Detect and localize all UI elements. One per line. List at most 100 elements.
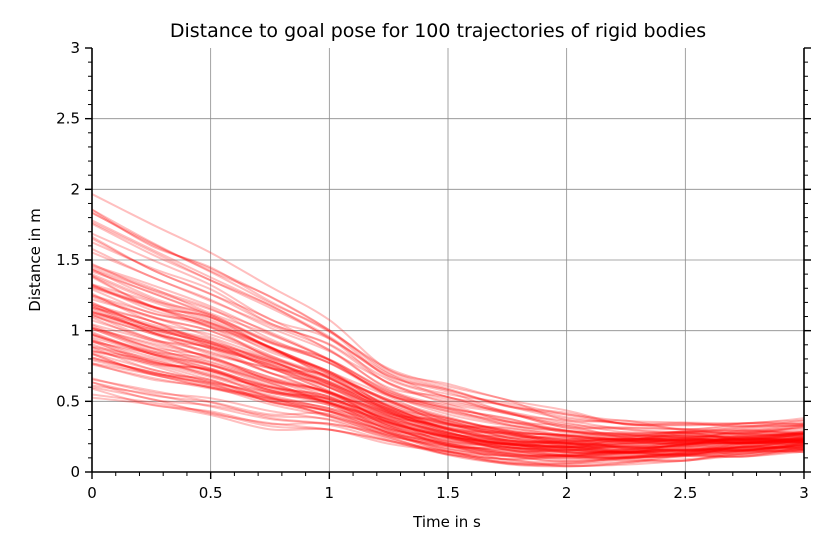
trajectory-line — [91, 334, 805, 453]
trajectory-line — [91, 288, 805, 442]
trajectory-lines — [91, 193, 805, 468]
trajectory-line — [91, 396, 805, 467]
trajectory-line — [91, 345, 805, 458]
trajectory-line — [91, 306, 805, 449]
trajectory-line — [91, 350, 805, 458]
trajectory-line — [91, 311, 805, 448]
trajectory-line — [91, 263, 805, 440]
trajectory-line — [91, 311, 805, 445]
trajectory-line — [91, 378, 805, 463]
x-tick-label: 2.5 — [673, 484, 697, 502]
trajectory-line — [91, 352, 805, 457]
y-tick-label: 1.5 — [56, 251, 80, 269]
chart-title: Distance to goal pose for 100 trajectori… — [170, 20, 706, 42]
trajectory-line — [91, 387, 805, 466]
trajectory-line — [91, 309, 805, 449]
trajectory-line — [91, 340, 805, 455]
trajectory-line — [91, 302, 805, 446]
trajectory-line — [91, 332, 805, 452]
trajectory-line — [91, 362, 805, 460]
trajectory-line — [91, 275, 805, 442]
trajectory-line — [91, 307, 805, 451]
tick-labels: 0 0.5 1 1.5 2 2.5 3 0 0.5 1 1.5 2 2.5 3 — [56, 39, 809, 502]
trajectory-line — [91, 384, 805, 466]
trajectory-line — [91, 212, 805, 427]
trajectory-line — [91, 336, 805, 454]
trajectory-line — [91, 264, 805, 439]
trajectory-line — [91, 350, 805, 455]
trajectory-line — [91, 284, 805, 441]
trajectory-line — [91, 222, 805, 433]
trajectory-line — [91, 283, 805, 441]
trajectory-line — [91, 314, 805, 447]
trajectory-line — [91, 208, 805, 431]
trajectory-line — [91, 356, 805, 464]
trajectory-line — [91, 267, 805, 442]
trajectory-line — [91, 241, 805, 435]
x-tick-label: 3 — [799, 484, 809, 502]
trajectory-line — [91, 294, 805, 446]
trajectory-line — [91, 283, 805, 441]
trajectory-line — [91, 251, 805, 438]
trajectory-line — [91, 303, 805, 446]
trajectory-line — [91, 386, 805, 468]
trajectory-line — [91, 316, 805, 449]
trajectory-line — [91, 292, 805, 445]
trajectory-line — [91, 324, 805, 453]
trajectory-line — [91, 340, 805, 455]
trajectory-line — [91, 285, 805, 443]
trajectory-line — [91, 326, 805, 449]
grid — [92, 48, 804, 472]
trajectory-line — [91, 315, 805, 451]
trajectory-line — [91, 362, 805, 460]
trajectory-line — [91, 273, 805, 441]
trajectory-line — [91, 323, 805, 451]
trajectory-line — [91, 319, 805, 454]
trajectory-line — [91, 338, 805, 456]
trajectory-line — [91, 353, 805, 459]
trajectory-line — [91, 327, 805, 453]
trajectory-line — [91, 359, 805, 459]
trajectory-line — [91, 248, 805, 436]
trajectory-line — [91, 333, 805, 454]
trajectory-line — [91, 265, 805, 438]
trajectory-line — [91, 295, 805, 443]
trajectory-line — [91, 346, 805, 458]
trajectory-line — [91, 356, 805, 457]
x-tick-label: 0.5 — [199, 484, 223, 502]
y-axis-label: Distance in m — [26, 208, 44, 311]
trajectory-line — [91, 298, 805, 446]
trajectory-line — [91, 219, 805, 427]
x-axis-label: Time in s — [412, 513, 481, 531]
trajectory-line — [91, 268, 805, 441]
trajectory-line — [91, 310, 805, 443]
trajectory-line — [91, 221, 805, 430]
trajectory-line — [91, 377, 805, 462]
trajectory-line — [91, 274, 805, 438]
trajectory-line — [91, 306, 805, 447]
y-tick-label: 0 — [70, 463, 80, 481]
trajectory-line — [91, 235, 805, 434]
x-tick-label: 1.5 — [436, 484, 460, 502]
trajectory-line — [91, 208, 805, 428]
trajectory-line — [91, 232, 805, 434]
trajectory-line — [91, 305, 805, 448]
trajectory-line — [91, 327, 805, 452]
trajectory-line — [91, 381, 805, 462]
trajectory-line — [91, 339, 805, 457]
trajectory-line — [91, 381, 805, 465]
y-tick-label: 2.5 — [56, 110, 80, 128]
trajectory-line — [91, 331, 805, 457]
trajectory-line — [91, 286, 805, 443]
trajectory-line — [91, 346, 805, 454]
trajectory-line — [91, 339, 805, 456]
trajectory-line — [91, 343, 805, 454]
trajectory-line — [91, 313, 805, 450]
trajectory-line — [91, 357, 805, 461]
trajectory-line — [91, 294, 805, 443]
y-tick-label: 2 — [70, 180, 80, 198]
y-tick-label: 1 — [70, 322, 80, 340]
y-tick-label: 0.5 — [56, 392, 80, 410]
trajectory-line — [91, 284, 805, 443]
